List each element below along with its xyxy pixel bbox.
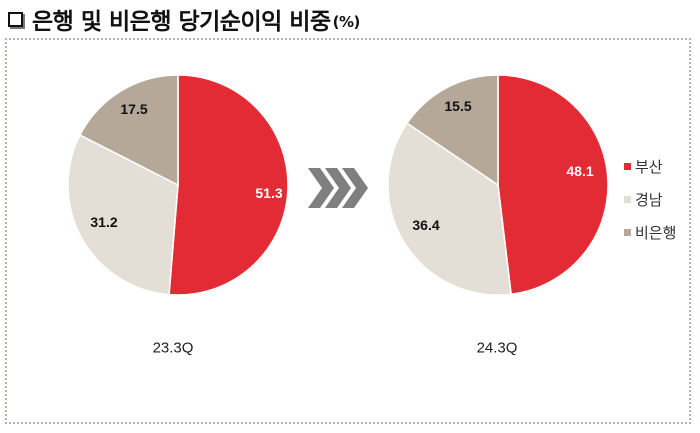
title-unit: (%) <box>332 13 361 31</box>
pie-chart-23-3q <box>67 74 289 296</box>
pie-label-nonbank: 17.5 <box>120 101 148 117</box>
pie-chart-24-3q <box>387 74 609 296</box>
pie-slice-부산 <box>497 74 609 296</box>
legend-swatch-icon <box>624 163 631 170</box>
chart-title: 은행 및 비은행 당기순이익 비중 (%) <box>8 2 360 36</box>
pie-label-gyeongnam: 31.2 <box>90 214 118 230</box>
legend-item-nonbank: 비은행 <box>624 216 676 249</box>
pie-slice-경남 <box>67 134 179 296</box>
pie-label-busan: 48.1 <box>566 163 594 179</box>
legend-swatch-icon <box>624 229 631 236</box>
legend-swatch-icon <box>624 196 631 203</box>
title-text: 은행 및 비은행 당기순이익 비중 <box>32 9 331 35</box>
triple-chevron-right-icon <box>308 168 368 208</box>
pie-slice-경남 <box>387 122 512 296</box>
pie-slice-부산 <box>168 74 289 296</box>
checkbox-square-icon <box>8 11 23 27</box>
legend-item-busan: 부산 <box>624 150 676 183</box>
period-label: 23.3Q <box>152 339 194 357</box>
chart-frame <box>5 38 691 424</box>
pie-label-nonbank: 15.5 <box>444 98 472 114</box>
period-label: 24.3Q <box>476 339 518 357</box>
legend-item-gyeongnam: 경남 <box>624 183 676 216</box>
legend: 부산 경남 비은행 <box>624 150 676 249</box>
pie-slice-비은행 <box>405 74 499 187</box>
pie-slice-비은행 <box>78 74 179 187</box>
pie-label-busan: 51.3 <box>255 185 283 201</box>
pie-label-gyeongnam: 36.4 <box>412 217 440 233</box>
